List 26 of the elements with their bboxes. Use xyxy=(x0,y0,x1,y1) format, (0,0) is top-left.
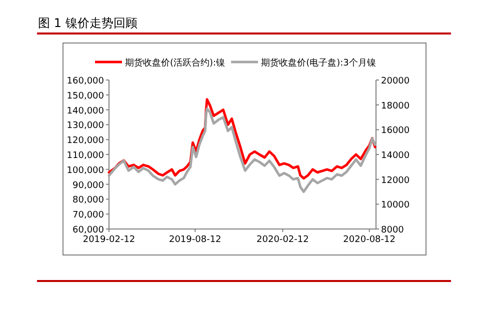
y2-tick-label: 20000 xyxy=(381,76,410,86)
legend-label: 期货收盘价(电子盘):3个月镍 xyxy=(261,58,376,68)
y-tick-label: 60,000 xyxy=(72,226,104,236)
chart-title: 图 1 镍价走势回顾 xyxy=(38,16,138,30)
y-tick-label: 140,000 xyxy=(66,106,104,116)
x-tick-label: 2020-02-12 xyxy=(256,235,309,245)
y2-tick-label: 18000 xyxy=(381,101,410,112)
y-tick-label: 150,000 xyxy=(66,91,104,102)
y-tick-label: 70,000 xyxy=(72,210,104,221)
y-tick-label: 90,000 xyxy=(72,180,104,191)
x-tick-label: 2019-02-12 xyxy=(82,235,136,245)
y2-tick-label: 14000 xyxy=(381,151,410,161)
y-tick-label: 100,000 xyxy=(66,166,104,176)
y2-tick-label: 10000 xyxy=(381,200,410,211)
y-tick-label: 130,000 xyxy=(66,121,104,132)
x-tick-label: 2020-08-12 xyxy=(343,235,396,245)
y-tick-label: 120,000 xyxy=(66,136,104,146)
y-tick-label: 110,000 xyxy=(66,151,104,161)
y2-tick-label: 16000 xyxy=(381,126,410,136)
y2-tick-label: 12000 xyxy=(381,176,410,186)
x-tick-label: 2019-08-12 xyxy=(168,235,222,245)
legend-label: 期货收盘价(活跃合约):镍 xyxy=(125,58,226,68)
line-series xyxy=(108,107,376,193)
y2-tick-label: 8000 xyxy=(381,226,404,236)
y-tick-label: 160,000 xyxy=(66,76,104,86)
y-tick-label: 80,000 xyxy=(72,196,104,206)
